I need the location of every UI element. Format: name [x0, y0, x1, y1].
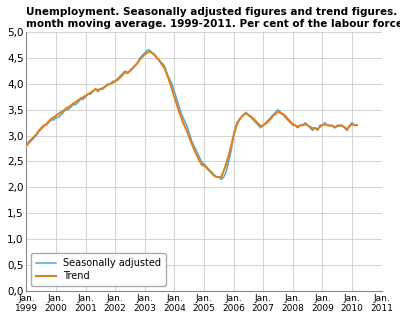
- Seasonally adjusted: [202, 162, 206, 166]
- Trend: [214, 175, 219, 179]
- Trend: [315, 127, 320, 131]
- Seasonally adjusted: [354, 123, 359, 127]
- Seasonally adjusted: [315, 129, 320, 132]
- Seasonally adjusted: [100, 87, 105, 91]
- Trend: [147, 50, 152, 54]
- Legend: Seasonally adjusted, Trend: Seasonally adjusted, Trend: [31, 253, 166, 286]
- Trend: [337, 124, 342, 128]
- Trend: [24, 144, 29, 148]
- Trend: [202, 164, 206, 168]
- Line: Trend: Trend: [26, 52, 357, 177]
- Text: Unemployment. Seasonally adjusted figures and trend figures. Three-
month moving: Unemployment. Seasonally adjusted figure…: [26, 7, 400, 28]
- Trend: [100, 86, 105, 90]
- Trend: [266, 120, 270, 124]
- Seasonally adjusted: [214, 175, 219, 179]
- Line: Seasonally adjusted: Seasonally adjusted: [26, 50, 357, 180]
- Seasonally adjusted: [337, 123, 342, 127]
- Seasonally adjusted: [266, 118, 270, 122]
- Seasonally adjusted: [219, 178, 224, 181]
- Seasonally adjusted: [145, 48, 150, 52]
- Seasonally adjusted: [24, 144, 29, 148]
- Trend: [216, 175, 221, 179]
- Trend: [354, 123, 359, 127]
